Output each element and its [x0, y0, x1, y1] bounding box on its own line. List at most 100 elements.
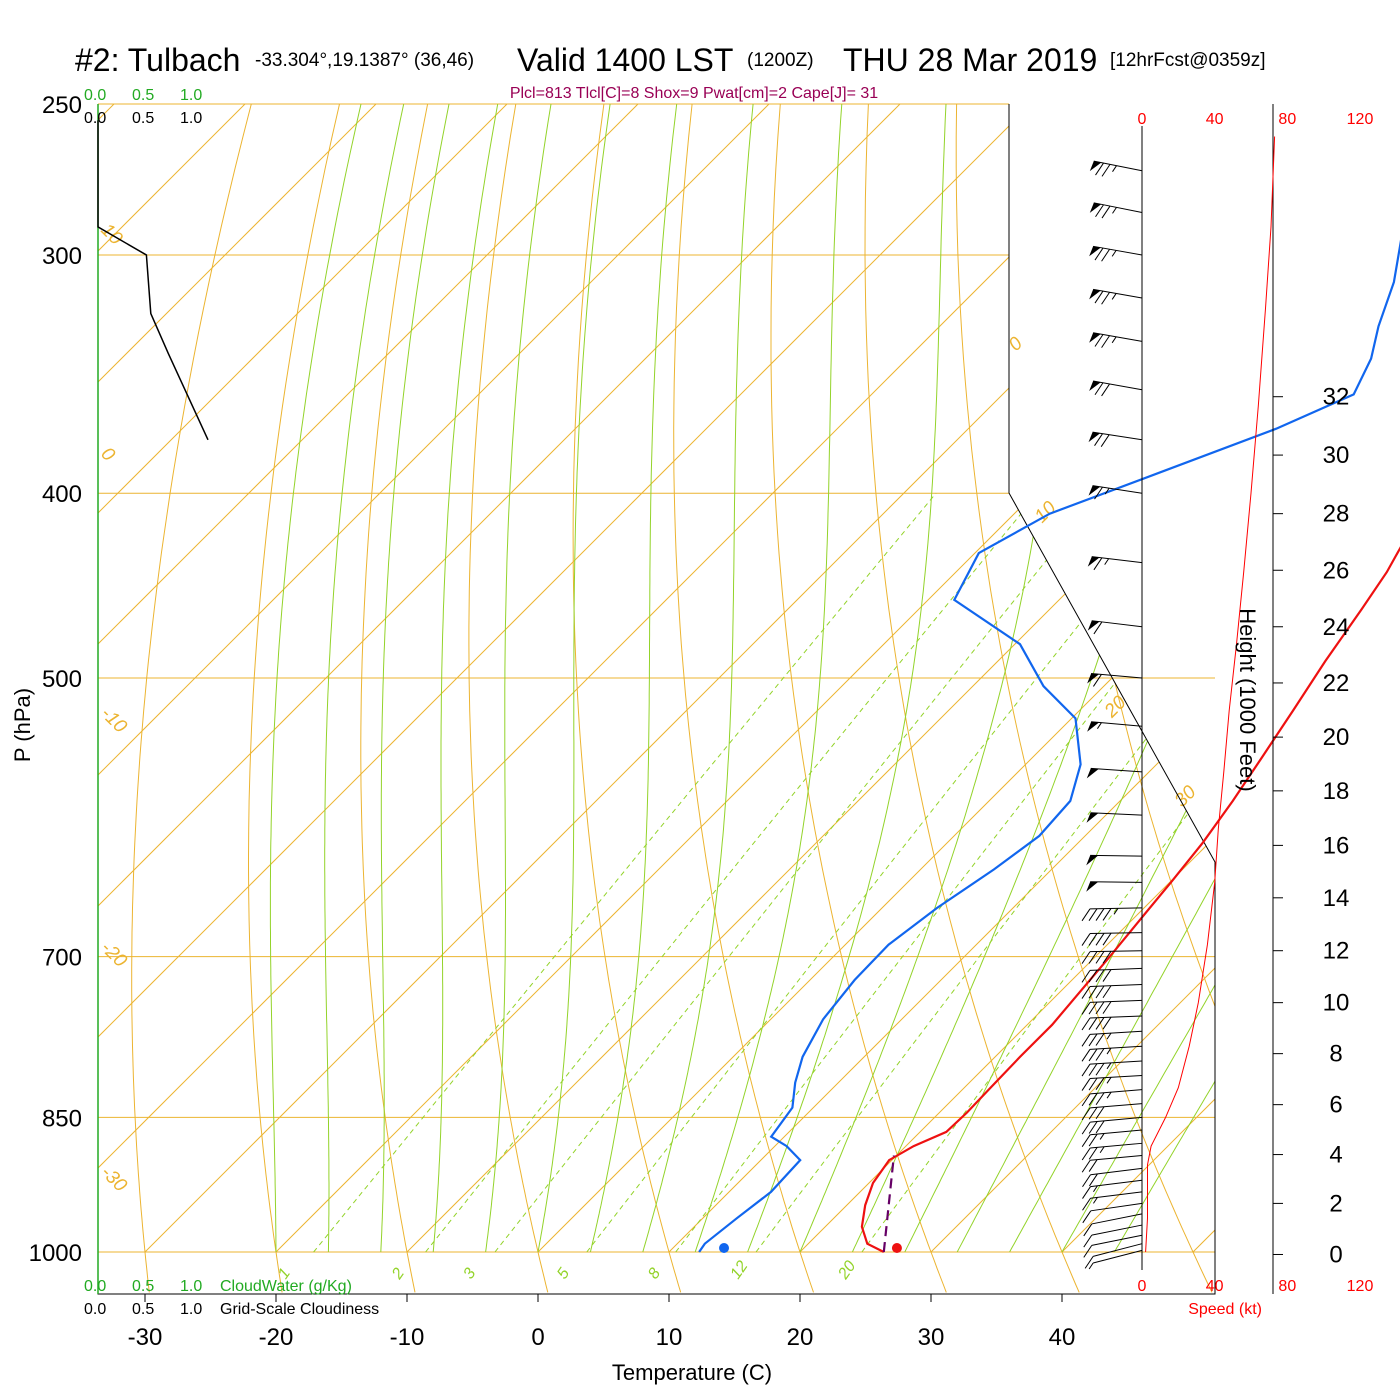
- temperature-trace: [860, 546, 1400, 1253]
- speed-axis-title: Speed (kt): [1188, 1301, 1262, 1318]
- wind-barb: [1081, 1015, 1143, 1031]
- barb-staff: [1090, 907, 1143, 910]
- wind-barb: [1081, 1116, 1143, 1135]
- x-tick-label: 30: [918, 1324, 945, 1351]
- barb-staff: [1090, 1142, 1143, 1149]
- moist-adiabat: [956, 104, 1215, 1253]
- barb-full: [1102, 1001, 1112, 1014]
- barb-half: [1096, 722, 1102, 729]
- wind-barb: [1088, 485, 1143, 500]
- barb-full: [1082, 1197, 1091, 1211]
- barb-full: [1094, 433, 1103, 446]
- cloudiness-tick-top: 0.0: [84, 110, 106, 127]
- wind-barb: [1086, 767, 1143, 779]
- cloudiness-tick-bottom: 0.5: [132, 1301, 154, 1318]
- barb-full: [1081, 1093, 1091, 1107]
- mixing-ratio-line: [861, 492, 1215, 1253]
- barb-staff: [1090, 1167, 1143, 1176]
- barb-full: [1088, 1048, 1098, 1062]
- barb-full: [1095, 162, 1104, 176]
- y-tick-label: 250: [42, 92, 82, 119]
- valid-time: Valid 1400 LST: [517, 42, 733, 78]
- barb-staff: [1090, 1154, 1143, 1161]
- barb-full: [1081, 1017, 1091, 1031]
- barb-staff: [1093, 202, 1143, 213]
- barb-full: [1081, 1002, 1091, 1015]
- wind-barb: [1087, 721, 1143, 732]
- barb-staff: [1093, 1243, 1143, 1257]
- barb-full: [1101, 164, 1111, 177]
- moist-adiabat: [1009, 104, 1215, 1253]
- barb-pennant: [1087, 673, 1099, 684]
- barb-full: [1088, 1133, 1098, 1147]
- isotherm--50: [98, 104, 1032, 1253]
- isotherm-label: -30: [96, 1162, 131, 1197]
- barb-full: [1082, 1174, 1091, 1188]
- barb-half: [1106, 1091, 1112, 1099]
- speed-tick-bottom: 80: [1278, 1278, 1296, 1295]
- barb-staff: [1090, 1129, 1143, 1136]
- height-tick-label: 30: [1323, 442, 1350, 469]
- barb-full: [1095, 204, 1104, 218]
- height-axis-title: Height (1000 Feet): [1235, 608, 1260, 791]
- height-tick-label: 24: [1323, 614, 1350, 641]
- wind-barb: [1084, 1243, 1143, 1269]
- barb-full: [1081, 908, 1091, 922]
- height-tick-label: 8: [1329, 1041, 1342, 1068]
- barb-full: [1094, 247, 1104, 261]
- barb-full: [1101, 291, 1110, 305]
- cloudiness-title: Grid-Scale Cloudiness: [220, 1301, 379, 1318]
- surface-dewpoint-marker: [719, 1243, 730, 1253]
- barb-staff: [1090, 1045, 1143, 1050]
- barb-full: [1089, 1173, 1098, 1187]
- cloudwater-title: CloudWater (g/Kg): [220, 1278, 352, 1295]
- barb-half: [1106, 1077, 1112, 1084]
- cloudwater-tick-bottom: 1.0: [180, 1278, 202, 1295]
- dry-adiabat: [572, 104, 682, 1293]
- cloudiness-tick-bottom: 1.0: [180, 1301, 202, 1318]
- barb-full: [1095, 908, 1105, 921]
- height-tick-label: 28: [1323, 501, 1350, 528]
- isotherm-label: 30: [1171, 781, 1201, 811]
- mixing-ratio-line: [494, 492, 1101, 1253]
- barb-half: [1104, 558, 1110, 565]
- mixing-ratio-label: 12: [727, 1258, 751, 1282]
- mixing-ratio-line: [755, 492, 1215, 1253]
- barb-full: [1095, 1062, 1105, 1076]
- barb-full: [1095, 1017, 1105, 1030]
- barb-pennant: [1089, 381, 1101, 392]
- barb-staff: [1093, 160, 1143, 172]
- height-tick-label: 2: [1329, 1190, 1342, 1217]
- isotherm--90: [98, 104, 508, 1253]
- isotherm-label: 0: [96, 443, 119, 466]
- barb-full: [1088, 908, 1098, 921]
- isotherm-label: 20: [1100, 692, 1131, 723]
- barb-full: [1095, 969, 1105, 983]
- moist-adiabat: [324, 104, 405, 1253]
- valid-date: THU 28 Mar 2019: [843, 42, 1097, 78]
- barb-full: [1081, 970, 1091, 983]
- mixing-ratio-line: [586, 492, 1184, 1253]
- wind-barb: [1089, 380, 1143, 397]
- cloudwater-tick-bottom: 0.0: [84, 1278, 106, 1295]
- barb-full: [1088, 986, 1098, 999]
- dewpoint-trace: [698, 239, 1400, 1253]
- height-tick-label: 10: [1323, 990, 1350, 1017]
- wind-barb: [1087, 673, 1143, 687]
- barb-full: [1081, 1049, 1091, 1062]
- barb-full: [1088, 933, 1098, 946]
- barb-pennant: [1086, 881, 1099, 892]
- wind-barb: [1088, 431, 1143, 447]
- wind-barb: [1083, 1224, 1143, 1248]
- barb-full: [1088, 1017, 1098, 1030]
- thermo-background-lines: [98, 104, 1215, 1293]
- wind-barb: [1081, 1045, 1143, 1062]
- barb-staff: [1090, 1191, 1143, 1199]
- barb-pennant: [1088, 485, 1101, 496]
- barb-full: [1095, 1077, 1105, 1090]
- barb-pennant: [1086, 768, 1099, 779]
- barb-staff: [1090, 1103, 1143, 1109]
- height-tick-label: 12: [1323, 938, 1350, 965]
